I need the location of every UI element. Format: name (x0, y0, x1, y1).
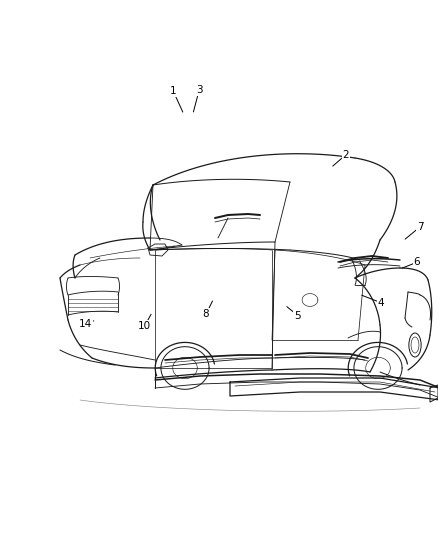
Text: 14: 14 (79, 319, 92, 329)
Text: 5: 5 (294, 311, 301, 320)
Text: 6: 6 (413, 257, 420, 267)
Text: 8: 8 (202, 310, 209, 319)
Text: 4: 4 (378, 298, 385, 308)
Text: 7: 7 (417, 222, 424, 231)
Text: 10: 10 (138, 321, 151, 331)
Text: 2: 2 (343, 150, 350, 159)
Text: 3: 3 (196, 85, 203, 94)
Text: 1: 1 (170, 86, 177, 95)
